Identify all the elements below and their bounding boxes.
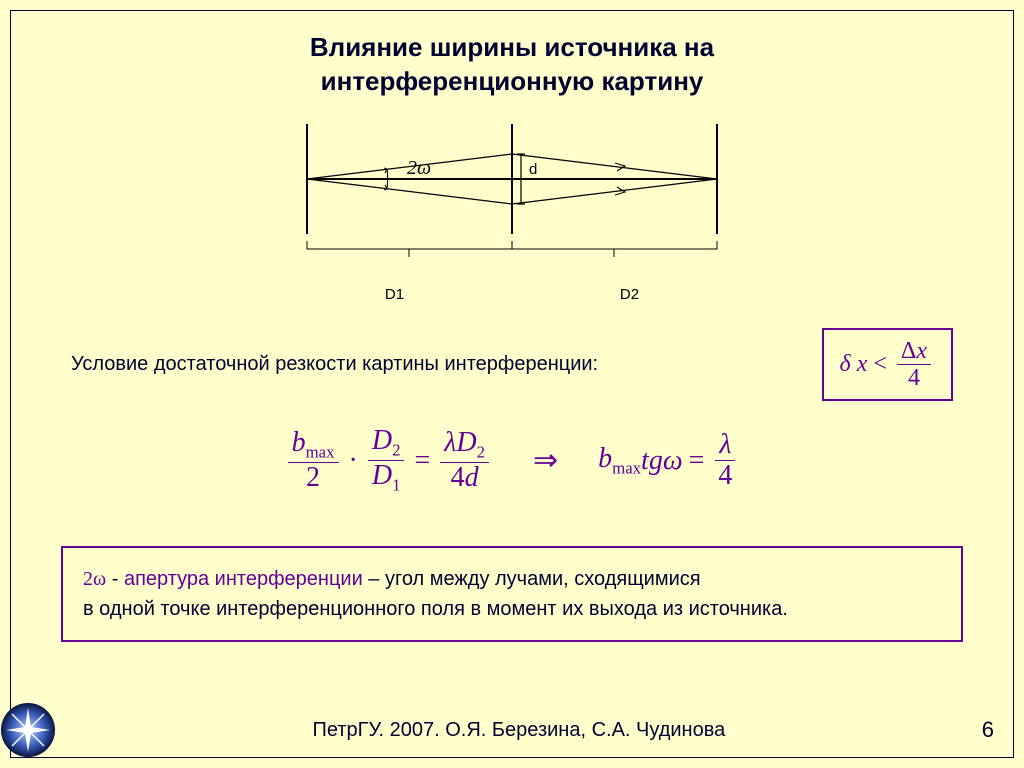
slide-title: Влияние ширины источника на интерференци… [51, 31, 973, 99]
fL-t3-nums: 2 [477, 443, 485, 462]
condition-text: Условие достаточной резкости картины инт… [71, 353, 598, 376]
diagram-angle-label: 2ω [407, 157, 431, 179]
fL-dot: · [349, 445, 358, 477]
diagram-d-label: d [529, 161, 537, 178]
def-term: апертура интерференции [124, 568, 363, 590]
fR-omega: ω [663, 445, 683, 477]
formula-right: bmax tgω = λ 4 [598, 430, 740, 493]
definition-box: 2ω - апертура интерференции – угол между… [61, 546, 963, 642]
fL-t1-num: b [292, 427, 306, 458]
fL-t2-nums: 2 [392, 441, 400, 460]
inequality-box: δ x < Δx 4 [822, 328, 953, 402]
def-dash: - [106, 568, 124, 590]
diagram-svg: d 2ω [277, 119, 747, 279]
fL-t2-denD: D [372, 460, 392, 491]
slide-footer: ПетрГУ. 2007. О.Я. Березина, С.А. Чудино… [0, 702, 1024, 758]
fR-eq: = [689, 445, 705, 477]
fL-t3: λD2 4d [440, 428, 489, 494]
page-number: 6 [982, 717, 994, 743]
fR-tg: tg [641, 445, 663, 477]
def-rest1: – угол между лучами, сходящимися [363, 568, 701, 590]
diagram-bracket-labels: D1 D2 [277, 286, 747, 303]
fL-t1-den: 2 [302, 463, 324, 494]
fL-t2-dens: 1 [392, 476, 400, 495]
ineq-rel: < [873, 351, 887, 378]
ineq-rhs-frac: Δx 4 [897, 338, 931, 392]
label-d1: D1 [385, 286, 404, 303]
university-logo-icon [0, 702, 56, 758]
ineq-lhs: δ x [840, 351, 868, 378]
formula-row: bmax 2 · D2 D1 = λD2 4d ⇒ bmax tgω = λ 4 [51, 426, 973, 495]
title-line-1: Влияние ширины источника на [310, 32, 714, 62]
fR-frac: λ 4 [714, 430, 736, 493]
fL-t2: D2 D1 [368, 426, 405, 495]
fR-num: λ [715, 430, 735, 462]
fL-t1: bmax 2 [288, 428, 339, 494]
footer-credits: ПетрГУ. 2007. О.Я. Березина, С.А. Чудино… [56, 719, 982, 742]
condition-row: Условие достаточной резкости картины инт… [51, 328, 973, 402]
optical-diagram: d 2ω D1 D2 [277, 119, 747, 303]
def-rest2: в одной точке интерференционного поля в … [83, 598, 788, 620]
slide-frame: Влияние ширины источника на интерференци… [10, 10, 1014, 758]
def-prefix: 2ω [83, 568, 106, 590]
label-d2: D2 [620, 286, 639, 303]
fR-den: 4 [714, 461, 736, 492]
ineq-rhs-den: 4 [904, 365, 924, 391]
fL-t1-sub: max [306, 443, 335, 462]
fL-eq: = [414, 445, 430, 477]
formula-left: bmax 2 · D2 D1 = λD2 4d [284, 426, 493, 495]
ineq-rhs-num: Δx [897, 338, 931, 365]
fR-b: b [598, 443, 612, 474]
fL-t3-numa: λD [444, 427, 476, 458]
implies-arrow: ⇒ [533, 443, 558, 478]
fL-t2-numD: D [372, 425, 392, 456]
fR-bsub: max [612, 459, 641, 478]
title-line-2: интерференционную картину [321, 66, 704, 96]
